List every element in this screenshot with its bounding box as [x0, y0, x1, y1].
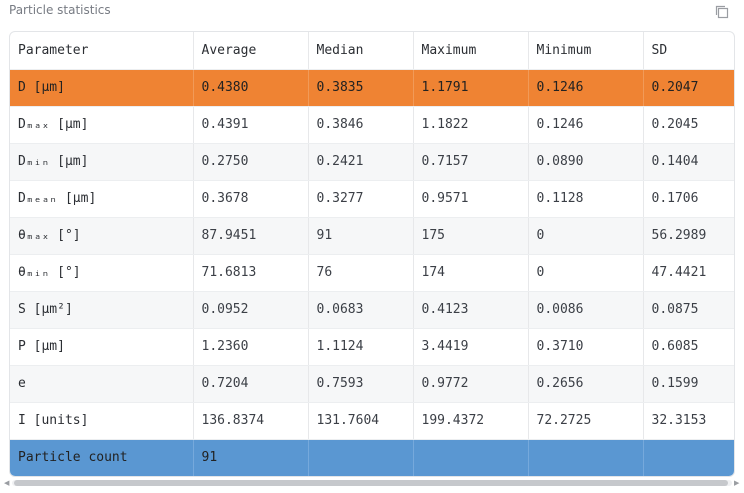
cell-median[interactable]: 0.0683: [308, 291, 414, 329]
table-row: θₘₐₓ [°] 87.9451 91 175 0 56.2989: [10, 217, 734, 255]
cell-average[interactable]: 0.2750: [193, 143, 309, 181]
cell-average[interactable]: 0.7204: [193, 365, 309, 403]
cell-sd[interactable]: 47.4421: [643, 254, 734, 292]
cell-minimum[interactable]: 72.2725: [528, 402, 644, 440]
table-row: I [units] 136.8374 131.7604 199.4372 72.2725…: [10, 402, 734, 440]
cell-parameter[interactable]: θₘₐₓ [°]: [10, 217, 194, 255]
table-row: e 0.7204 0.7593 0.9772 0.2656 0.1599: [10, 365, 734, 403]
cell-parameter[interactable]: Dₘₐₓ [μm]: [10, 106, 194, 144]
cell-median[interactable]: 76: [308, 254, 414, 292]
column-header-maximum[interactable]: Maximum: [413, 32, 529, 70]
panel-title: Particle statistics: [9, 3, 111, 17]
cell-maximum[interactable]: 1.1791: [413, 69, 529, 107]
cell-average[interactable]: 0.4380: [193, 69, 309, 107]
cell-minimum[interactable]: 0.1128: [528, 180, 644, 218]
cell-sd[interactable]: 0.1706: [643, 180, 734, 218]
cell-maximum[interactable]: 1.1822: [413, 106, 529, 144]
table-row: Dₘₑₐₙ [μm] 0.3678 0.3277 0.9571 0.1128 0.1706: [10, 180, 734, 218]
column-header-sd[interactable]: SD: [643, 32, 734, 70]
cell-parameter[interactable]: e: [10, 365, 194, 403]
cell-sd[interactable]: 0.2047: [643, 69, 734, 107]
column-header-minimum[interactable]: Minimum: [528, 32, 644, 70]
cell-maximum[interactable]: 0.4123: [413, 291, 529, 329]
cell-minimum[interactable]: 0: [528, 254, 644, 292]
cell-minimum[interactable]: [528, 439, 644, 476]
cell-average[interactable]: 87.9451: [193, 217, 309, 255]
cell-maximum[interactable]: [413, 439, 529, 476]
table-row: Dₘᵢₙ [μm] 0.2750 0.2421 0.7157 0.0890 0.1404: [10, 143, 734, 181]
cell-sd[interactable]: 0.0875: [643, 291, 734, 329]
cell-parameter[interactable]: P [μm]: [10, 328, 194, 366]
table-row-highlighted: D [μm] 0.4380 0.3835 1.1791 0.1246 0.2047: [10, 69, 734, 107]
particle-count-label[interactable]: Particle count: [10, 439, 194, 476]
column-header-median[interactable]: Median: [308, 32, 414, 70]
cell-median[interactable]: [308, 439, 414, 476]
cell-minimum[interactable]: 0.0890: [528, 143, 644, 181]
cell-minimum[interactable]: 0.2656: [528, 365, 644, 403]
cell-maximum[interactable]: 0.9772: [413, 365, 529, 403]
cell-maximum[interactable]: 0.7157: [413, 143, 529, 181]
scrollbar-thumb[interactable]: [14, 480, 728, 486]
cell-median[interactable]: 0.3277: [308, 180, 414, 218]
statistics-table-container: Parameter Average Median Maximum Minimum…: [9, 31, 735, 477]
cell-maximum[interactable]: 0.9571: [413, 180, 529, 218]
cell-parameter[interactable]: Dₘₑₐₙ [μm]: [10, 180, 194, 218]
cell-maximum[interactable]: 3.4419: [413, 328, 529, 366]
cell-maximum[interactable]: 199.4372: [413, 402, 529, 440]
cell-average[interactable]: 71.6813: [193, 254, 309, 292]
cell-minimum[interactable]: 0: [528, 217, 644, 255]
table-row: P [μm] 1.2360 1.1124 3.4419 0.3710 0.6085: [10, 328, 734, 366]
cell-average[interactable]: 136.8374: [193, 402, 309, 440]
table-row: Dₘₐₓ [μm] 0.4391 0.3846 1.1822 0.1246 0.2045: [10, 106, 734, 144]
cell-average[interactable]: 1.2360: [193, 328, 309, 366]
cell-sd[interactable]: 56.2989: [643, 217, 734, 255]
cell-average[interactable]: 0.3678: [193, 180, 309, 218]
cell-parameter[interactable]: D [μm]: [10, 69, 194, 107]
cell-parameter[interactable]: S [μm²]: [10, 291, 194, 329]
cell-average[interactable]: 0.0952: [193, 291, 309, 329]
cell-sd[interactable]: 32.3153: [643, 402, 734, 440]
table-row: S [μm²] 0.0952 0.0683 0.4123 0.0086 0.0875: [10, 291, 734, 329]
particle-count-value[interactable]: 91: [193, 439, 309, 476]
cell-average[interactable]: 0.4391: [193, 106, 309, 144]
statistics-table: Parameter Average Median Maximum Minimum…: [10, 32, 734, 476]
cell-median[interactable]: 0.3835: [308, 69, 414, 107]
cell-parameter[interactable]: θₘᵢₙ [°]: [10, 254, 194, 292]
cell-minimum[interactable]: 0.3710: [528, 328, 644, 366]
cell-median[interactable]: 0.2421: [308, 143, 414, 181]
cell-median[interactable]: 0.7593: [308, 365, 414, 403]
copy-icon[interactable]: [713, 3, 731, 21]
cell-median[interactable]: 131.7604: [308, 402, 414, 440]
column-header-parameter[interactable]: Parameter: [10, 32, 194, 70]
cell-sd[interactable]: 0.2045: [643, 106, 734, 144]
cell-minimum[interactable]: 0.1246: [528, 69, 644, 107]
table-header-row: Parameter Average Median Maximum Minimum…: [10, 32, 734, 70]
cell-parameter[interactable]: I [units]: [10, 402, 194, 440]
column-header-average[interactable]: Average: [193, 32, 309, 70]
cell-maximum[interactable]: 175: [413, 217, 529, 255]
cell-median[interactable]: 1.1124: [308, 328, 414, 366]
cell-sd[interactable]: [643, 439, 734, 476]
horizontal-scrollbar[interactable]: [12, 480, 732, 486]
cell-parameter[interactable]: Dₘᵢₙ [μm]: [10, 143, 194, 181]
cell-sd[interactable]: 0.1404: [643, 143, 734, 181]
cell-minimum[interactable]: 0.1246: [528, 106, 644, 144]
cell-minimum[interactable]: 0.0086: [528, 291, 644, 329]
scroll-left-arrow-icon[interactable]: ◀: [4, 479, 10, 487]
table-row-particle-count: Particle count 91: [10, 439, 734, 476]
scroll-right-arrow-icon[interactable]: ▶: [734, 479, 740, 487]
cell-maximum[interactable]: 174: [413, 254, 529, 292]
cell-median[interactable]: 91: [308, 217, 414, 255]
cell-sd[interactable]: 0.6085: [643, 328, 734, 366]
table-row: θₘᵢₙ [°] 71.6813 76 174 0 47.4421: [10, 254, 734, 292]
cell-median[interactable]: 0.3846: [308, 106, 414, 144]
cell-sd[interactable]: 0.1599: [643, 365, 734, 403]
